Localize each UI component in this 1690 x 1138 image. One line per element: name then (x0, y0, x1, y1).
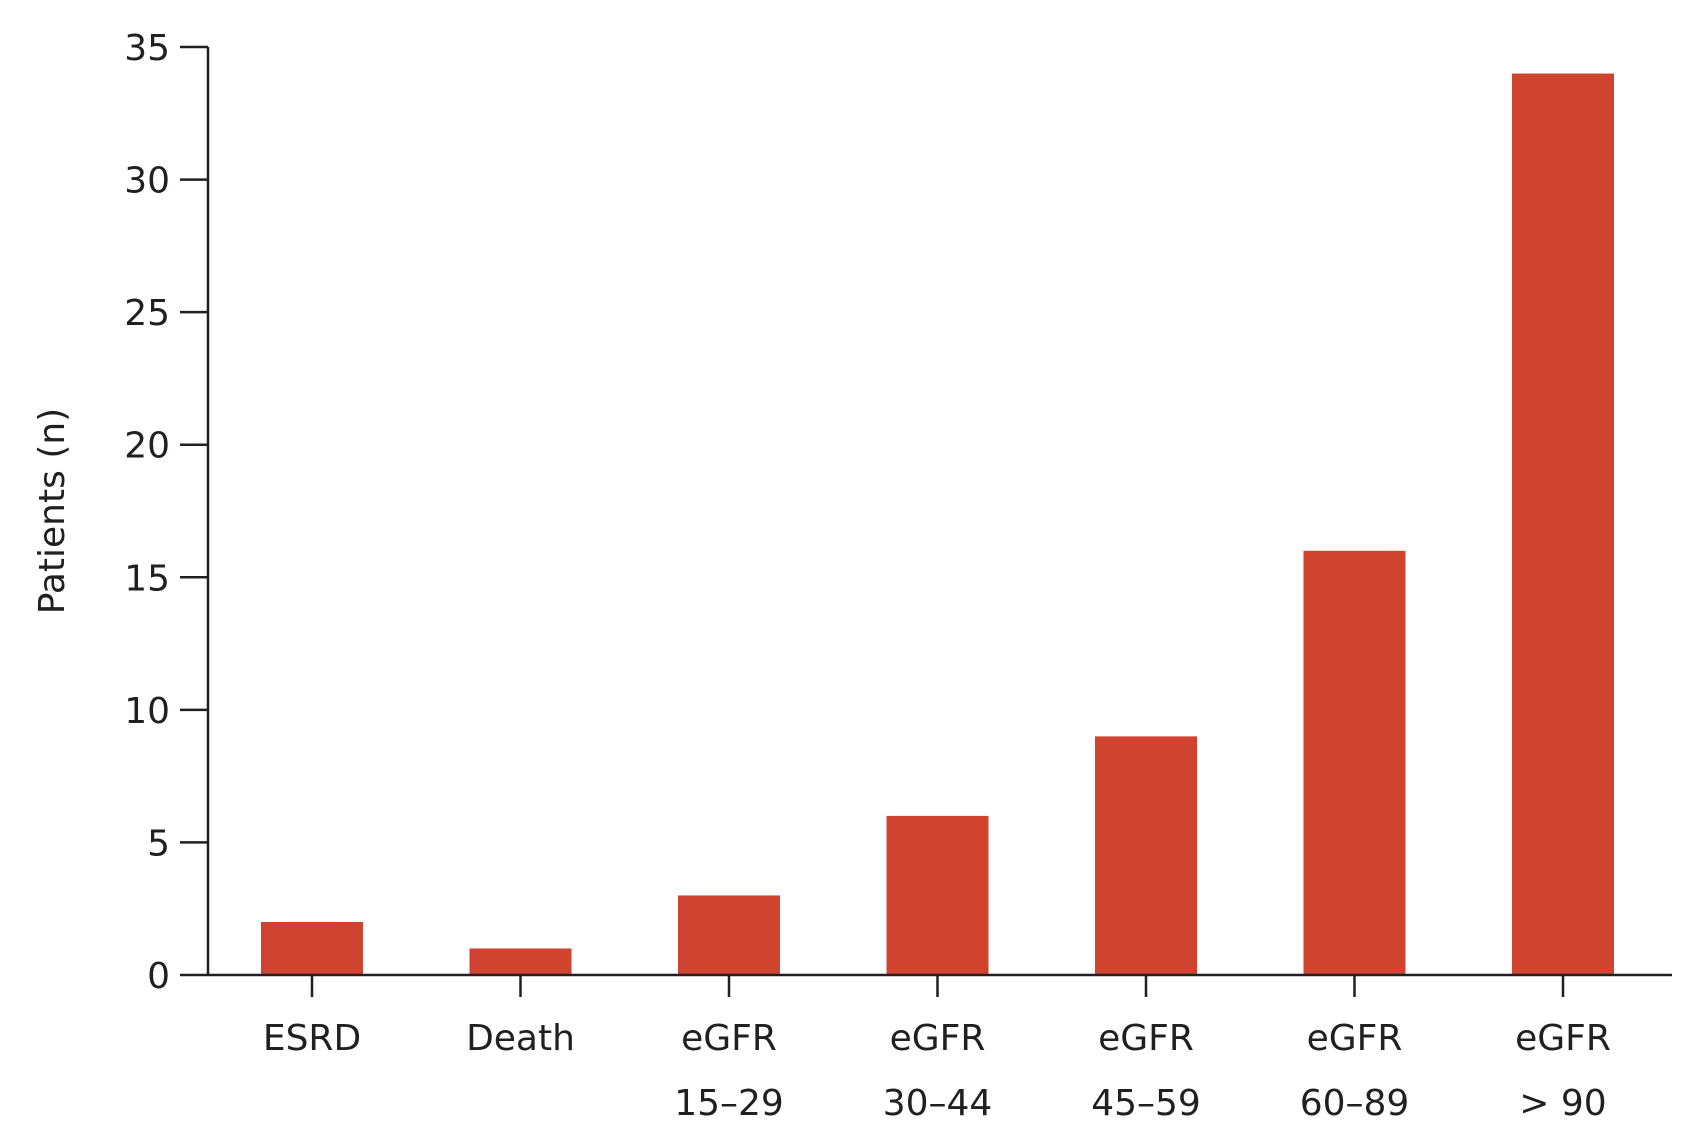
bar-5 (1303, 550, 1406, 975)
y-tick-label: 35 (124, 28, 170, 69)
x-axis: ESRD Death eGFR 15–29 eGFR 30–44 eGFR 45–59 eGFR… (208, 973, 1672, 1124)
x-tick-label: eGFR (1515, 1018, 1611, 1059)
bar-1 (469, 948, 572, 975)
x-tick-label: eGFR (681, 1018, 777, 1059)
y-tick-label: 15 (124, 558, 170, 599)
y-tick-label: 20 (124, 426, 170, 467)
bar-0 (261, 921, 363, 975)
y-tick-label: 0 (147, 956, 170, 997)
x-tick-label: 30–44 (883, 1083, 993, 1124)
x-tick-label: 45–59 (1091, 1083, 1201, 1124)
y-tick-label: 30 (124, 161, 170, 202)
x-tick-label: > 90 (1519, 1083, 1606, 1124)
x-tick-label: 60–89 (1300, 1083, 1410, 1124)
x-tick-label: eGFR (1098, 1018, 1194, 1059)
bar-6 (1512, 73, 1614, 975)
bar-3 (886, 815, 989, 975)
x-tick-label: eGFR (890, 1018, 986, 1059)
bar-4 (1095, 736, 1197, 975)
y-tick-label: 25 (124, 293, 170, 334)
x-tick-label: ESRD (263, 1018, 361, 1059)
x-tick-label: eGFR (1307, 1018, 1403, 1059)
x-tick-label: Death (466, 1018, 575, 1059)
y-tick-label: 5 (147, 823, 170, 864)
y-axis-title: Patients (n) (32, 408, 73, 614)
x-tick-label: 15–29 (674, 1083, 784, 1124)
bars-group (261, 73, 1614, 975)
y-axis: 0 5 10 15 20 25 30 35 (124, 28, 210, 997)
y-tick-label: 10 (124, 691, 170, 732)
bar-2 (678, 895, 780, 975)
